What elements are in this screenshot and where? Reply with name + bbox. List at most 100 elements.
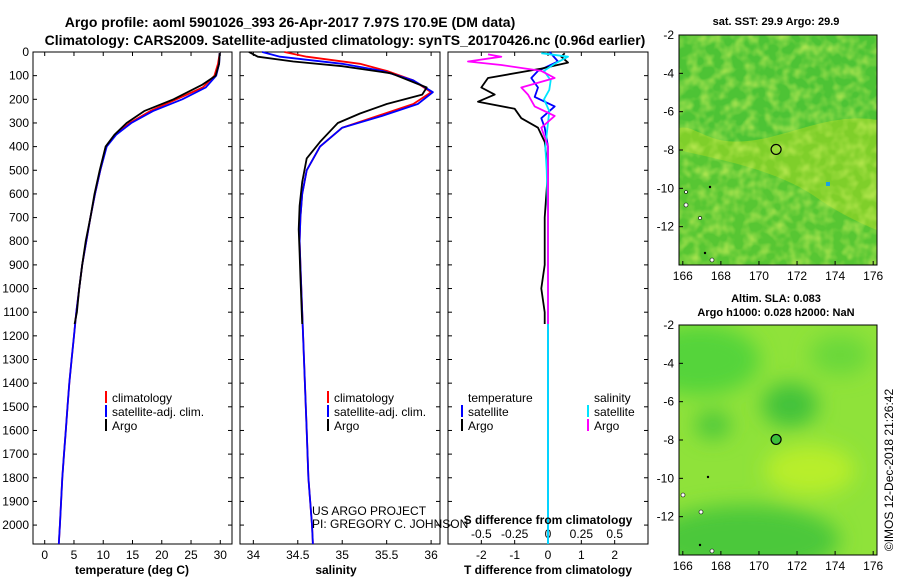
map-y-tick-label: -2 bbox=[663, 28, 674, 42]
legend-label-argo: Argo bbox=[112, 419, 138, 433]
sla-low-region bbox=[810, 335, 870, 375]
salinity-legend: climatology satellite-adj. clim. Argo bbox=[327, 391, 426, 433]
series-line-climatology bbox=[57, 53, 221, 545]
x-tick-label: -1 bbox=[509, 548, 520, 562]
sst-pixel-anomaly bbox=[826, 182, 830, 186]
sla-low-region bbox=[695, 411, 731, 439]
series-line-argo bbox=[73, 53, 221, 325]
s-tick-label: -0.25 bbox=[501, 527, 529, 541]
island-dot bbox=[706, 475, 710, 479]
island-dot bbox=[683, 202, 689, 208]
map-x-tick-label: 168 bbox=[711, 269, 731, 283]
legend-label-s-satellite: satellite bbox=[594, 405, 635, 419]
map-y-tick-label: -12 bbox=[657, 510, 675, 524]
sst-map-axes: 166 168 170 172 174 176 -2 -4 -6 -8 -10 -12 bbox=[657, 28, 884, 283]
map-x-tick-label: 176 bbox=[863, 559, 883, 573]
depth-tick-label: 500 bbox=[9, 163, 29, 177]
sst-map-title: sat. SST: 29.9 Argo: 29.9 bbox=[713, 16, 840, 28]
map-y-tick-label: -8 bbox=[663, 143, 674, 157]
map-x-tick-label: 174 bbox=[825, 559, 845, 573]
legend-label-satellite: satellite-adj. clim. bbox=[112, 405, 204, 419]
x-tick-label: 5 bbox=[71, 548, 78, 562]
depth-axis: 0 100 200 300 400 500 600 700 800 900 1000 1100 1200… bbox=[2, 45, 29, 532]
map-x-tick-label: 170 bbox=[749, 559, 769, 573]
x-tick-label: 34 bbox=[247, 548, 261, 562]
depth-tick-label: 700 bbox=[9, 211, 29, 225]
x-tick-label: 0 bbox=[545, 548, 552, 562]
map-x-tick-label: 166 bbox=[673, 269, 693, 283]
x-tick-label: 36 bbox=[424, 548, 438, 562]
map-y-tick-label: -6 bbox=[663, 395, 674, 409]
map-x-tick-label: 172 bbox=[787, 559, 807, 573]
island-dot bbox=[698, 216, 702, 220]
salinity-axis-label: salinity bbox=[315, 563, 357, 577]
legend-label-t-satellite: satellite bbox=[468, 405, 509, 419]
temperature-axis-label: temperature (deg C) bbox=[75, 563, 189, 577]
s-tick-label: 0.5 bbox=[606, 527, 623, 541]
depth-tick-label: 1000 bbox=[2, 282, 29, 296]
map-y-tick-label: -10 bbox=[657, 471, 675, 485]
sla-map-title-line1: Altim. SLA: 0.083 bbox=[731, 293, 821, 305]
sst-map-texture bbox=[679, 35, 877, 265]
s-difference-axis-label: S difference from climatology bbox=[464, 513, 633, 527]
difference-legend: temperature satellite Argo salinity sate… bbox=[461, 391, 635, 433]
x-tick-label: 35.5 bbox=[375, 548, 399, 562]
s-tick-label: 0.25 bbox=[570, 527, 594, 541]
legend-title-temperature: temperature bbox=[468, 391, 533, 405]
legend-label-climatology: climatology bbox=[334, 391, 394, 405]
depth-tick-label: 0 bbox=[22, 45, 29, 59]
island-dot bbox=[709, 257, 715, 263]
map-y-tick-label: -6 bbox=[663, 105, 674, 119]
depth-tick-label: 400 bbox=[9, 140, 29, 154]
salinity-plot: 34 34.5 35 35.5 36 bbox=[240, 51, 440, 562]
salinity-panel-frame bbox=[239, 51, 441, 545]
x-tick-label: 25 bbox=[184, 548, 198, 562]
island-dot bbox=[703, 251, 707, 255]
x-tick-label: -2 bbox=[476, 548, 487, 562]
x-tick-label: 0 bbox=[41, 548, 48, 562]
legend-label-s-argo: Argo bbox=[594, 419, 620, 433]
x-tick-label: 2 bbox=[611, 548, 618, 562]
x-tick-label: 10 bbox=[97, 548, 111, 562]
credit-line1: US ARGO PROJECT bbox=[312, 504, 427, 518]
map-y-tick-label: -12 bbox=[657, 220, 675, 234]
argo-position-marker bbox=[770, 433, 782, 446]
depth-tick-label: 1700 bbox=[2, 447, 29, 461]
legend-title-salinity: salinity bbox=[594, 391, 631, 405]
legend-label-argo: Argo bbox=[334, 419, 360, 433]
x-tick-label: 34.5 bbox=[286, 548, 310, 562]
island-dot bbox=[709, 548, 715, 554]
depth-tick-label: 1100 bbox=[3, 305, 29, 319]
sla-low-region bbox=[762, 383, 818, 427]
depth-tick-label: 100 bbox=[9, 69, 29, 83]
credit-line2: PI: GREGORY C. JOHNSON bbox=[312, 517, 468, 531]
legend-label-t-argo: Argo bbox=[468, 419, 494, 433]
depth-tick-label: 2000 bbox=[2, 518, 29, 532]
x-tick-label: 1 bbox=[578, 548, 585, 562]
sla-low-region bbox=[679, 325, 760, 395]
depth-tick-label: 1500 bbox=[2, 400, 29, 414]
sla-low-region bbox=[679, 505, 840, 555]
map-y-tick-label: -2 bbox=[663, 318, 674, 332]
x-tick-label: 30 bbox=[214, 548, 228, 562]
series-line-satellite-adj-clim- bbox=[57, 53, 221, 545]
map-y-tick-label: -4 bbox=[663, 66, 674, 80]
temperature-plot: 0 5 10 15 20 25 30 bbox=[33, 51, 232, 562]
difference-plot: -2 -1 0 1 2-0.5 -0.25 0 0.25 0.5 bbox=[448, 51, 648, 562]
island-dot bbox=[684, 190, 688, 194]
sst-map bbox=[679, 35, 877, 265]
depth-tick-label: 800 bbox=[9, 234, 29, 248]
map-x-tick-label: 176 bbox=[863, 269, 883, 283]
map-y-tick-label: -10 bbox=[657, 181, 675, 195]
depth-tick-label: 1600 bbox=[2, 423, 29, 437]
depth-tick-label: 1900 bbox=[2, 494, 29, 508]
map-y-tick-label: -8 bbox=[663, 433, 674, 447]
s-tick-label: -0.5 bbox=[471, 527, 492, 541]
depth-tick-label: 1800 bbox=[2, 471, 29, 485]
series-line-argo bbox=[248, 51, 428, 325]
depth-tick-label: 1200 bbox=[2, 329, 29, 343]
sla-map bbox=[679, 325, 877, 555]
series-line-climatology bbox=[284, 51, 433, 545]
x-tick-label: 35 bbox=[336, 548, 350, 562]
